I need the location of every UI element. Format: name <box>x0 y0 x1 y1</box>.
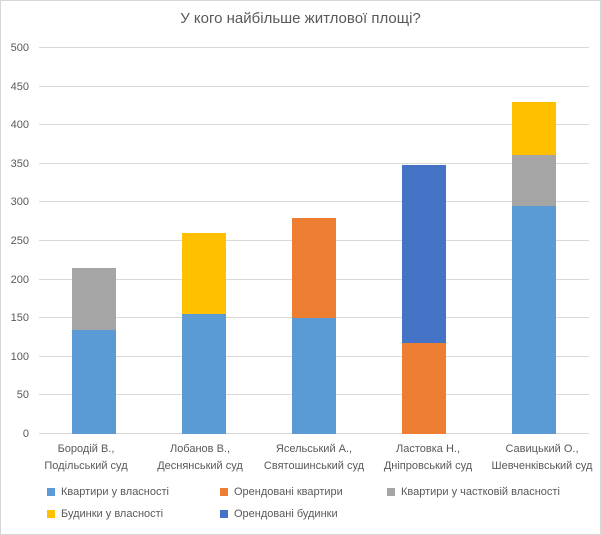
bar-segment <box>182 233 226 315</box>
bar-segment <box>72 329 116 434</box>
y-tick-label: 350 <box>10 157 29 170</box>
gridline <box>39 85 589 87</box>
y-tick-label: 50 <box>16 389 29 402</box>
legend-marker-icon <box>47 510 55 518</box>
bar-segment <box>512 206 556 434</box>
legend-item: Квартири у частковій власності <box>387 485 560 499</box>
bar-segment <box>402 342 446 434</box>
x-category-label: Бородій В., Подільський суд <box>44 443 128 472</box>
bar-segment <box>182 314 226 434</box>
chart-title: У кого найбільше житлової площі? <box>180 10 421 27</box>
y-tick-label: 300 <box>10 196 29 209</box>
legend-label: Квартири у частковій власності <box>401 486 560 498</box>
y-tick-label: 450 <box>10 80 29 93</box>
x-category-label: Савицький О., Шевченківський суд <box>491 443 593 472</box>
legend-marker-icon <box>387 488 395 496</box>
gridline <box>39 201 589 203</box>
y-tick-label: 100 <box>10 350 29 363</box>
y-tick-label: 400 <box>10 119 29 132</box>
gridline <box>39 124 589 126</box>
bar-segment <box>512 102 556 155</box>
bar-segment <box>512 154 556 207</box>
x-category-label: Ластовка Н., Дніпровський суд <box>383 443 473 472</box>
bar-segment <box>72 268 116 330</box>
x-category-label: Лобанов В., Деснянський суд <box>157 443 243 472</box>
y-tick-label: 500 <box>10 42 29 54</box>
legend-label: Будинки у власності <box>61 508 164 520</box>
x-axis: Бородій В., Подільський суд Лобанов В., Д… <box>29 441 599 475</box>
plot-area <box>39 47 589 434</box>
legend-marker-icon <box>47 488 55 496</box>
legend-item: Будинки у власності <box>47 507 163 521</box>
legend-item: Орендовані будинки <box>220 507 338 521</box>
y-tick-label: 150 <box>10 312 29 325</box>
bar-segment <box>402 165 446 343</box>
legend-marker-icon <box>220 488 228 496</box>
y-tick-label: 250 <box>10 235 29 247</box>
y-axis: 0 50 100 150 200 250 300 350 400 450 500 <box>1 42 29 440</box>
x-category-label: Ясельський А., Святошинський суд <box>263 443 365 472</box>
legend-item: Орендовані квартири <box>220 485 343 499</box>
bar-segment <box>292 318 336 434</box>
y-tick-label: 0 <box>22 428 29 440</box>
legend-marker-icon <box>220 510 228 518</box>
y-tick-label: 200 <box>10 273 29 286</box>
bar-segment <box>292 217 336 319</box>
legend-item: Квартири у власності <box>47 485 169 499</box>
legend-label: Орендовані квартири <box>234 486 343 498</box>
gridline <box>39 162 589 164</box>
legend-label: Орендовані будинки <box>234 508 338 520</box>
gridline <box>39 47 589 48</box>
legend-label: Квартири у власності <box>61 486 169 498</box>
